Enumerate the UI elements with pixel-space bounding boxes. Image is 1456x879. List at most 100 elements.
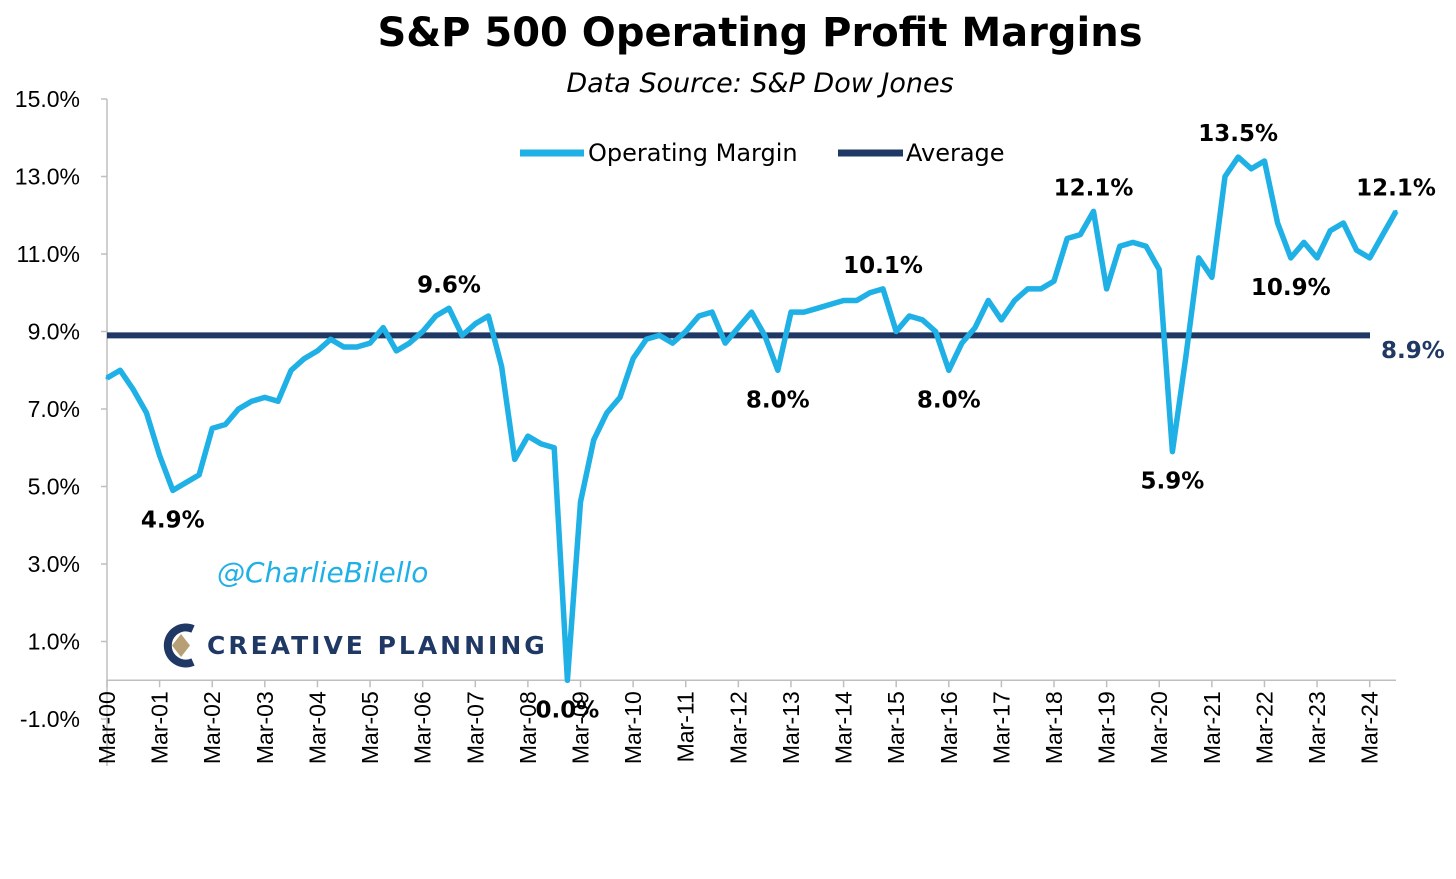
average-value-label: 8.9% <box>1381 338 1445 364</box>
x-tick-label: Mar-20 <box>1146 691 1172 764</box>
x-tick-label: Mar-11 <box>673 691 699 762</box>
data-point <box>355 345 359 349</box>
data-point <box>289 368 293 372</box>
data-point <box>184 481 188 485</box>
brand-name: CREATIVE PLANNING <box>207 631 548 660</box>
data-point <box>1184 357 1188 361</box>
data-point <box>394 349 398 353</box>
data-point <box>447 306 451 310</box>
data-point <box>855 299 859 302</box>
data-point <box>763 333 767 337</box>
plot-area <box>105 154 1399 684</box>
x-tick-label: Mar-01 <box>147 691 173 764</box>
data-point <box>105 376 109 380</box>
x-tick-label: Mar-00 <box>94 691 120 764</box>
y-tick-label: 1.0% <box>28 629 80 655</box>
data-point <box>868 291 872 295</box>
data-point <box>473 322 477 326</box>
data-point <box>368 341 372 345</box>
data-point <box>671 341 675 345</box>
y-tick-label: 13.0% <box>15 164 80 190</box>
y-tick-label: -1.0% <box>20 706 80 732</box>
x-tick-label: Mar-03 <box>252 691 278 764</box>
data-point <box>723 341 727 345</box>
x-tick-label: Mar-02 <box>199 691 225 764</box>
chart-subtitle: Data Source: S&P Dow Jones <box>566 68 953 99</box>
data-label: 13.5% <box>1198 121 1278 147</box>
data-point <box>1289 256 1293 260</box>
x-tick-label: Mar-05 <box>357 691 383 764</box>
data-point <box>276 399 280 403</box>
data-point <box>973 326 977 330</box>
data-point <box>1262 159 1266 163</box>
data-point <box>1341 221 1345 225</box>
legend: Operating Margin Average <box>520 139 1005 167</box>
legend-label-operating-margin: Operating Margin <box>588 139 798 167</box>
data-point <box>329 337 333 341</box>
data-point <box>500 364 504 368</box>
creative-planning-logo <box>163 623 195 668</box>
data-point <box>513 457 517 461</box>
data-point <box>1157 268 1161 271</box>
data-point <box>1236 155 1240 159</box>
data-point <box>434 314 438 318</box>
data-point <box>302 357 306 361</box>
data-point <box>618 395 622 399</box>
x-tick-label: Mar-09 <box>568 691 594 764</box>
data-point <box>197 473 201 477</box>
data-point <box>1302 240 1306 244</box>
data-point <box>1355 248 1359 252</box>
data-point <box>828 302 832 306</box>
y-tick-label: 9.0% <box>28 319 80 345</box>
data-point <box>1276 221 1280 225</box>
data-label: 8.0% <box>746 387 810 413</box>
data-point <box>1091 209 1095 213</box>
data-point <box>223 423 227 426</box>
y-axis-ticks: 15.0% 13.0% 11.0% 9.0% 7.0% 5.0% 3.0% 1.0% -1.0% <box>15 86 80 732</box>
data-point <box>999 318 1003 322</box>
x-tick-label: Mar-13 <box>778 691 804 764</box>
data-point <box>776 368 780 372</box>
data-point <box>1013 299 1017 302</box>
data-point <box>894 330 898 333</box>
operating-margin-line <box>105 154 1399 684</box>
data-point <box>526 434 530 438</box>
data-point <box>1170 450 1174 454</box>
data-point <box>815 306 819 310</box>
data-point <box>237 407 241 411</box>
data-label: 12.1% <box>1356 175 1436 201</box>
data-point <box>565 678 569 682</box>
data-point <box>1210 275 1214 279</box>
data-label: 5.9% <box>1140 469 1204 495</box>
data-point <box>644 337 648 341</box>
data-point <box>1131 240 1135 244</box>
data-point <box>710 310 714 314</box>
x-tick-label: Mar-07 <box>462 691 488 764</box>
data-point <box>960 341 964 345</box>
data-point <box>789 310 793 314</box>
data-point <box>1052 279 1056 283</box>
data-point <box>539 442 543 446</box>
data-point <box>210 426 214 430</box>
data-point <box>1039 287 1043 291</box>
data-point <box>158 454 162 457</box>
x-tick-label: Mar-10 <box>620 691 646 764</box>
logo-c-icon <box>163 623 195 668</box>
data-label: 10.1% <box>843 253 923 279</box>
data-point <box>1223 175 1227 178</box>
data-point <box>1197 256 1201 260</box>
data-point <box>986 299 990 302</box>
x-tick-label: Mar-21 <box>1199 691 1225 764</box>
data-point <box>1078 233 1082 237</box>
chart-title: S&P 500 Operating Profit Margins <box>377 10 1142 56</box>
data-point <box>1144 244 1148 248</box>
data-point <box>1315 256 1319 260</box>
x-tick-label: Mar-19 <box>1094 691 1120 764</box>
data-point <box>684 330 688 333</box>
x-tick-label: Mar-23 <box>1304 691 1330 764</box>
legend-label-average: Average <box>906 139 1005 167</box>
data-point <box>907 314 911 318</box>
data-point <box>605 411 609 415</box>
data-point <box>802 310 806 314</box>
